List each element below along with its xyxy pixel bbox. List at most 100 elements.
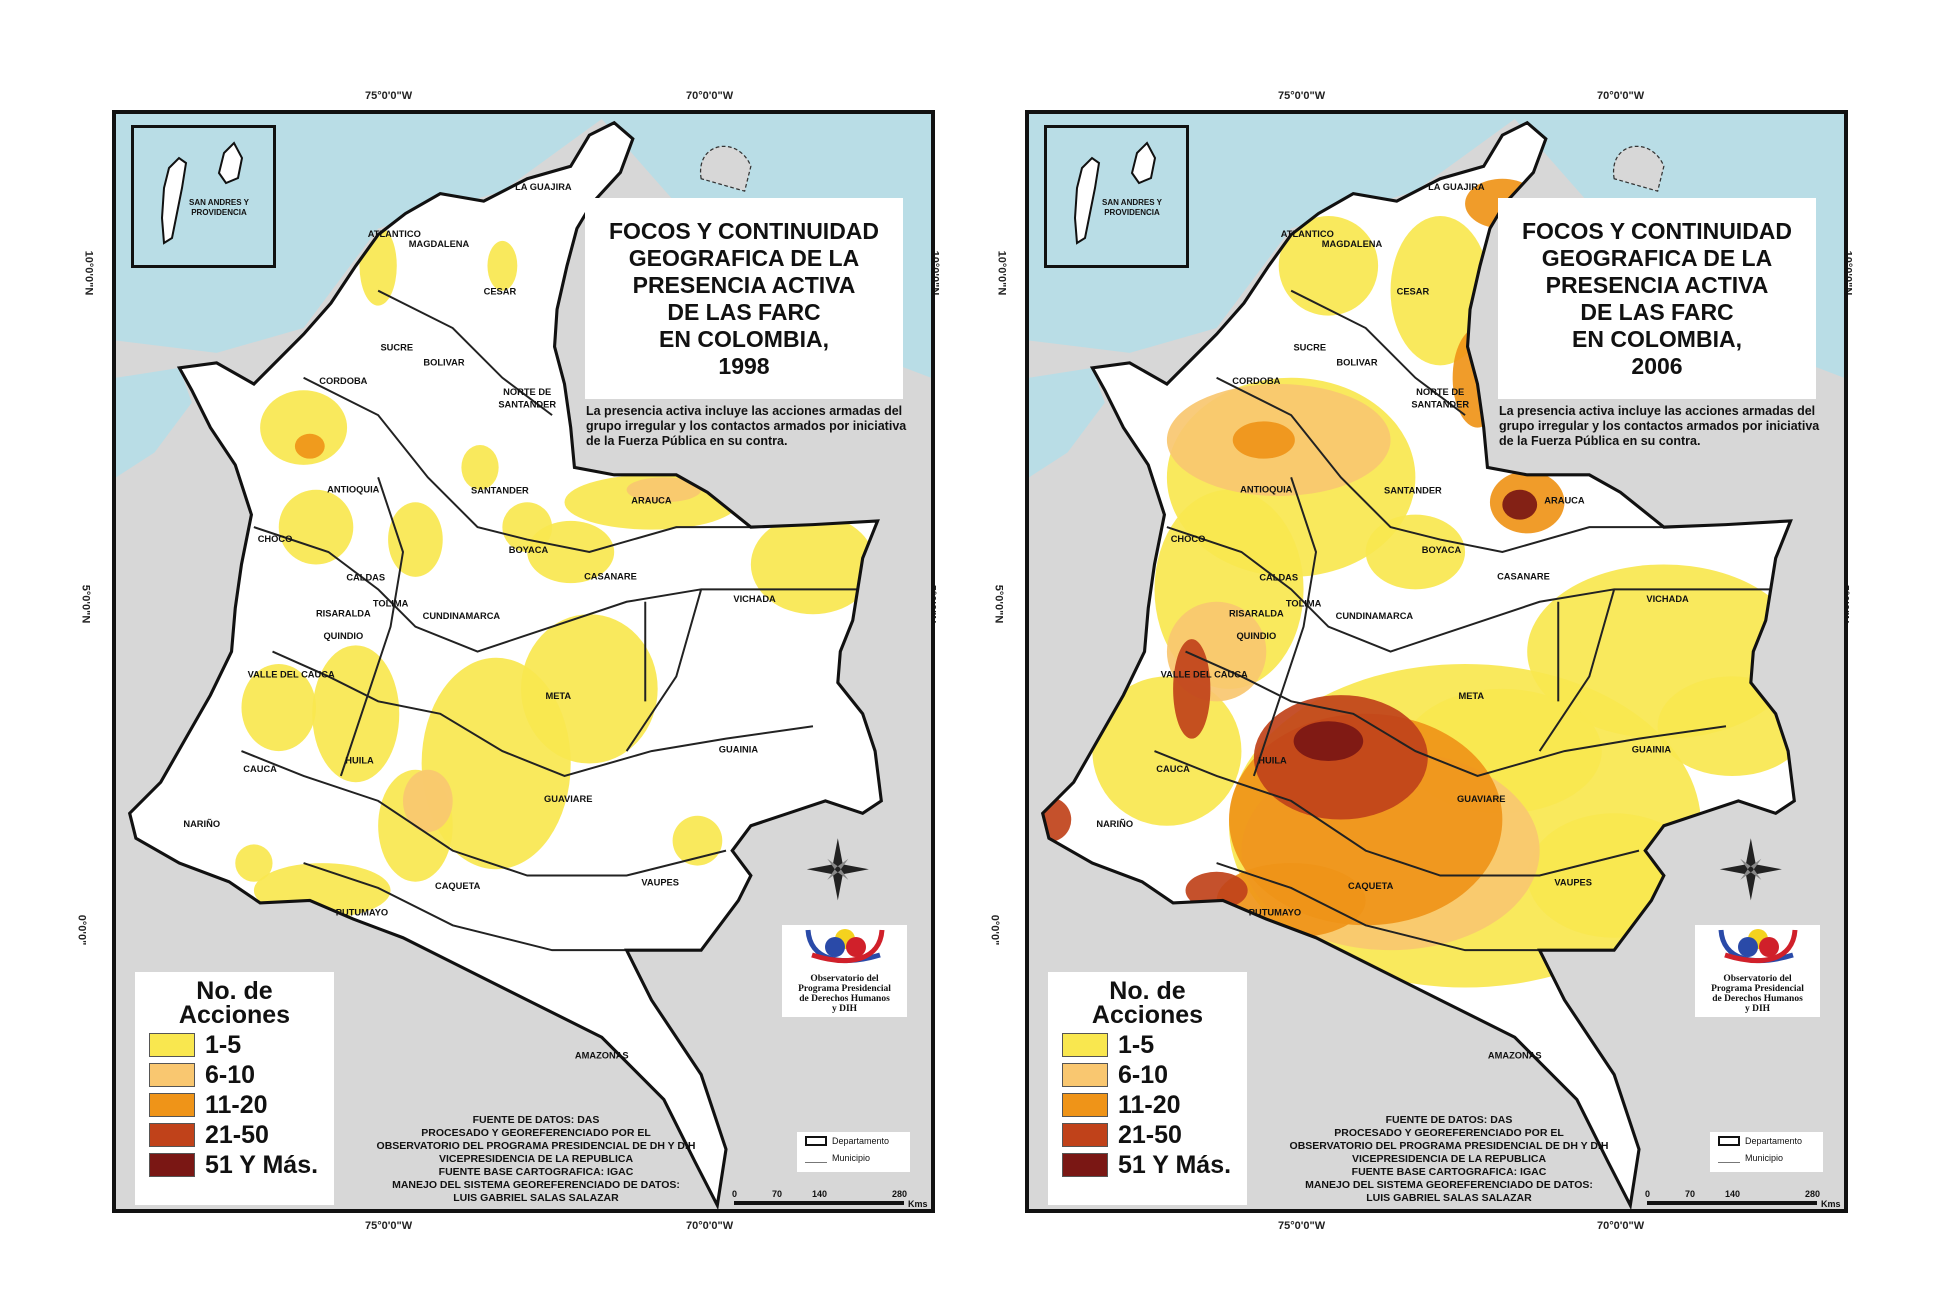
department-label: CUNDINAMARCA	[423, 611, 501, 621]
legend-item: 51 Y Más.	[149, 1150, 334, 1180]
department-label: SANTANDER	[471, 486, 529, 496]
department-label: CAQUETA	[1348, 881, 1394, 891]
department-boundaries	[241, 289, 863, 952]
title-line: FOCOS Y CONTINUIDAD	[608, 217, 880, 244]
department-label: LA GUAJIRA	[515, 182, 572, 192]
source-line: FUENTE DE DATOS: DAS	[1385, 1114, 1513, 1126]
scale-tick: 140	[812, 1189, 828, 1199]
department-label: ATLANTICO	[1281, 229, 1334, 239]
department-label: PUTUMAYO	[1249, 907, 1301, 917]
source-line: FUENTE BASE CARTOGRAFICA: IGAC	[1351, 1166, 1547, 1178]
data-sources: FUENTE DE DATOS: DAS PROCESADO Y GEOREFER…	[1279, 1114, 1619, 1205]
department-label: PUTUMAYO	[336, 907, 388, 917]
municipio-symbol	[805, 1153, 827, 1163]
department-label: QUINDIO	[1236, 631, 1276, 641]
department-label: VICHADA	[1646, 594, 1689, 604]
legend-item: 21-50	[149, 1120, 334, 1150]
department-label: AMAZONAS	[575, 1050, 629, 1060]
observatorio-emblem-icon	[1718, 929, 1797, 963]
department-label: META	[1458, 691, 1484, 701]
longitude-label: 70°0'0"W	[1597, 90, 1645, 102]
longitude-label: 75°0'0"W	[365, 90, 413, 102]
department-label: CHOCO	[1171, 534, 1206, 544]
department-label: VALLE DEL CAUCA	[248, 670, 335, 680]
inset-islands-map	[1073, 141, 1157, 245]
department-label: SANTANDER	[1411, 400, 1469, 410]
source-line: VICEPRESIDENCIA DE LA REPUBLICA	[438, 1153, 634, 1165]
boundary-legend-item: Municipio	[1718, 1149, 1823, 1166]
legend-swatch	[1062, 1123, 1108, 1147]
boundary-legend-item: Municipio	[805, 1149, 910, 1166]
department-label: QUINDIO	[323, 631, 363, 641]
scale-bar-line	[1647, 1201, 1817, 1205]
department-label: GUAINIA	[719, 744, 759, 754]
presence-zone-51YMs	[1502, 489, 1538, 520]
legend-label: 6-10	[205, 1060, 256, 1089]
presence-zone-2150	[1173, 639, 1211, 739]
department-label: BOLIVAR	[423, 357, 464, 367]
compass-rose-icon	[1719, 838, 1782, 901]
title-line: EN COLOMBIA,	[1572, 325, 1742, 352]
longitude-label: 70°0'0"W	[686, 90, 734, 102]
scale-tick: 70	[1685, 1189, 1696, 1199]
scale-tick: 280	[1805, 1189, 1821, 1199]
municipio-symbol	[1718, 1153, 1740, 1163]
boundary-legend-item: Departamento	[805, 1132, 910, 1149]
legend-label: 1-5	[1118, 1030, 1155, 1059]
presence-zone-15	[672, 815, 723, 866]
legend-label: 1-5	[205, 1030, 242, 1059]
legend-title: Acciones	[1091, 1001, 1204, 1029]
legend-swatch	[1062, 1153, 1108, 1177]
inset-islands-map	[160, 141, 244, 245]
national-border	[1040, 120, 1796, 1209]
longitude-label: 70°0'0"W	[686, 1220, 734, 1232]
scale-tick: 0	[732, 1189, 738, 1199]
title-line: FOCOS Y CONTINUIDAD	[1521, 217, 1793, 244]
logo-text-line: Observatorio del	[810, 974, 879, 984]
map-panel-2006: LA GUAJIRA ATLANTICO MAGDALENA CESAR SUCRE BO…	[1025, 110, 1848, 1213]
department-label: MAGDALENA	[409, 239, 470, 249]
department-label: NARIÑO	[1096, 819, 1133, 829]
department-label: RISARALDA	[316, 609, 371, 619]
presence-zone-15	[1657, 676, 1795, 776]
inset-label: SAN ANDRES Y PROVIDENCIA	[188, 198, 249, 217]
presence-zone-1120	[1452, 328, 1503, 428]
department-label: CORDOBA	[319, 376, 367, 386]
legend-swatch	[149, 1063, 195, 1087]
legend-swatch	[1062, 1063, 1108, 1087]
department-label: CASANARE	[1497, 571, 1550, 581]
municipio-label: Municipio	[1745, 1152, 1784, 1163]
presence-zone-15	[388, 502, 443, 577]
legend-item: 6-10	[1062, 1060, 1247, 1090]
scale-bar-line	[734, 1201, 904, 1205]
legend-swatch	[149, 1153, 195, 1177]
presence-zone-15	[1365, 514, 1466, 590]
source-line: LUIS GABRIEL SALAS SALAZAR	[453, 1192, 619, 1204]
department-label: CESAR	[484, 286, 517, 296]
latitude-label: 0°0'0"	[988, 914, 1001, 946]
legend-title: No. de	[1109, 977, 1186, 1005]
department-label: NARIÑO	[183, 819, 220, 829]
latitude-label: 10°0'0"N	[995, 250, 1008, 296]
legend-swatch	[1062, 1033, 1108, 1057]
map-description: La presencia activa incluye las acciones…	[1499, 404, 1820, 448]
boundary-legend: Departamento Municipio	[1710, 1132, 1823, 1172]
latitude-label: 5°0'0"N	[79, 584, 92, 624]
department-label: CESAR	[1397, 286, 1430, 296]
legend-label: 21-50	[1118, 1120, 1182, 1149]
title-line: DE LAS FARC	[1580, 298, 1734, 325]
source-line: FUENTE BASE CARTOGRAFICA: IGAC	[438, 1166, 634, 1178]
source-line: MANEJO DEL SISTEMA GEOREFERENCIADO DE DA…	[392, 1179, 680, 1191]
legend-item: 1-5	[1062, 1030, 1247, 1060]
presence-zone-15	[487, 240, 518, 291]
map-year: 2006	[1631, 352, 1683, 379]
logo-text-line: de Derechos Humanos	[799, 994, 890, 1004]
department-label: LA GUAJIRA	[1428, 182, 1485, 192]
source-line: FUENTE DE DATOS: DAS	[472, 1114, 600, 1126]
logo-text: Observatorio del Programa Presidencial de …	[782, 974, 907, 1014]
map-title-box: FOCOS Y CONTINUIDAD GEOGRAFICA DE LA PRESE…	[585, 198, 903, 399]
department-label: ANTIOQUIA	[327, 484, 379, 494]
legend-label: 11-20	[205, 1090, 268, 1119]
department-label: VICHADA	[733, 594, 776, 604]
longitude-label: 75°0'0"W	[1278, 1220, 1326, 1232]
